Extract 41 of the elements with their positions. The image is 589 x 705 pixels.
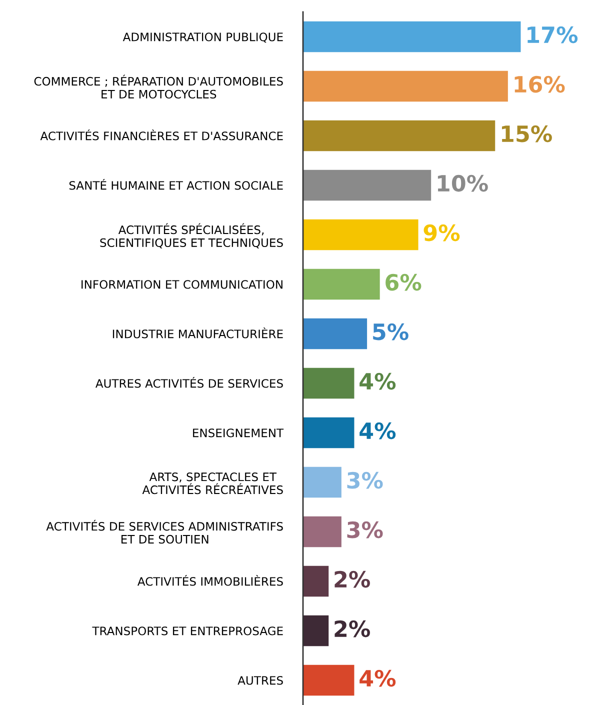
bar [303, 219, 418, 250]
y-tick-label: SANTÉ HUMAINE ET ACTION SOCIALE [69, 178, 283, 190]
data-label: 16% [514, 76, 565, 93]
bar [303, 417, 354, 448]
data-label: 2% [334, 570, 370, 588]
data-label: 4% [360, 422, 396, 440]
y-tick-label: ACTIVITÉS SPÉCIALISÉES, SCIENTIFIQUES ET TECHNIQUES [100, 223, 283, 248]
y-tick-label: AUTRES [238, 676, 283, 685]
bar [303, 516, 342, 548]
bar [303, 70, 508, 102]
y-tick-label: INDUSTRIE MANUFACTURIÈRE [112, 327, 283, 338]
bar [303, 466, 342, 498]
bar [303, 170, 432, 201]
y-tick-label: ADMINISTRATION PUBLIQUE [122, 32, 283, 43]
data-label: 5% [373, 323, 408, 340]
data-label: 4% [360, 670, 396, 687]
bar [303, 664, 354, 696]
bar [303, 21, 521, 52]
data-label: 17% [528, 26, 578, 44]
data-label: 6% [386, 274, 422, 291]
data-label: 10% [438, 174, 488, 192]
y-tick-label: ACTIVITÉS DE SERVICES ADMINISTRATIFS ET DE SOUTIEN [46, 520, 283, 544]
y-tick-label: TRANSPORTS ET ENTREPROSAGE [92, 626, 283, 636]
bar [303, 566, 329, 597]
bar [303, 120, 496, 152]
y-tick-label: ENSEIGNEMENT [193, 428, 284, 438]
data-label: 9% [424, 224, 460, 242]
y-tick-label: COMMERCE ; RÉPARATION D'AUTOMOBILES ET DE MOTOCYCLES [34, 74, 283, 99]
y-tick-label: ARTS, SPECTACLES ET ACTIVITÉS RÉCRÉATIVES [142, 472, 283, 494]
y-tick-label: AUTRES ACTIVITÉS DE SERVICES [95, 376, 283, 388]
data-label: 4% [360, 372, 396, 390]
y-tick-label: INFORMATION ET COMMUNICATION [82, 280, 282, 289]
data-label: 3% [347, 521, 383, 538]
y-tick-label: ACTIVITÉS IMMOBILIÈRES [137, 574, 283, 586]
y-tick-label: ACTIVITÉS FINANCIÈRES ET D'ASSURANCE [40, 129, 283, 140]
data-label: 15% [502, 125, 552, 142]
data-label: 2% [334, 620, 370, 638]
bar [303, 268, 380, 300]
bar [303, 318, 368, 350]
data-label: 3% [347, 472, 383, 489]
bar [303, 368, 354, 399]
